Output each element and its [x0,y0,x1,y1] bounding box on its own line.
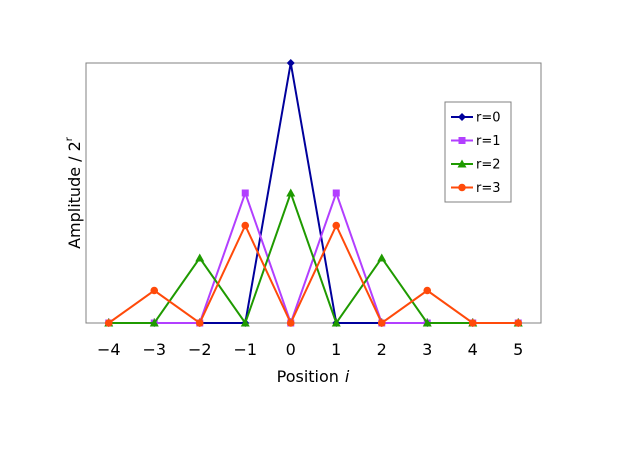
legend-label: r=2 [476,158,501,173]
x-tick-labels: −4 −3 −2 −1 0 1 2 3 4 5 [97,340,523,359]
legend-swatch-marker [458,113,466,121]
x-tick-label: −3 [142,340,166,359]
x-tick-label: 4 [468,340,478,359]
x-tick-label: 1 [331,340,341,359]
legend-item-r=2: r=2 [451,158,501,173]
data-point [240,318,250,327]
data-point [514,319,523,327]
series-r=2 [104,188,523,327]
data-point [150,286,159,295]
legend-label: r=0 [476,111,501,126]
data-point [377,253,387,262]
plot-area-frame [85,62,542,324]
series-line [108,189,519,326]
legend-label: r=3 [476,181,501,196]
legend: r=0 r=1 r=2 r=3 [444,101,512,203]
data-point [149,318,159,327]
x-axis-title-text: Position [277,367,339,386]
x-axis-title-var: i [345,367,350,386]
data-point [286,319,295,327]
y-axis-title: Amplitude / 2r [64,136,84,249]
data-point [332,189,340,197]
data-point [195,319,204,327]
y-axis-title-text: Amplitude / 2 [65,141,84,249]
x-axis-title: Position i [277,367,350,386]
legend-box [444,101,512,203]
series-r=3 [104,221,523,327]
data-point [332,221,341,230]
x-tick-label: −2 [188,340,212,359]
x-tick-label: −1 [233,340,257,359]
data-point [241,221,250,230]
legend-item-r=3: r=3 [451,181,501,196]
x-tick-label: 2 [377,340,387,359]
data-point [468,319,477,327]
data-point [377,319,386,327]
data-point [241,189,249,197]
data-point [423,286,432,295]
data-point [331,318,341,327]
legend-swatch-marker [457,159,467,168]
data-point [286,59,295,67]
data-point [104,319,113,327]
x-tick-label: −4 [97,340,121,359]
data-point [195,253,205,262]
x-tick-label: 0 [286,340,296,359]
legend-item-r=0: r=0 [451,111,501,126]
x-tick-label: 3 [422,340,432,359]
x-tick-label: 5 [513,340,523,359]
legend-label: r=1 [476,134,501,149]
data-point [286,188,296,197]
series-layer [104,59,523,327]
legend-item-r=1: r=1 [451,134,501,149]
legend-swatch-marker [458,137,466,144]
series-line [108,223,519,326]
legend-swatch-marker [458,183,466,192]
data-point [422,318,432,327]
y-axis-title-sup: r [64,136,75,141]
